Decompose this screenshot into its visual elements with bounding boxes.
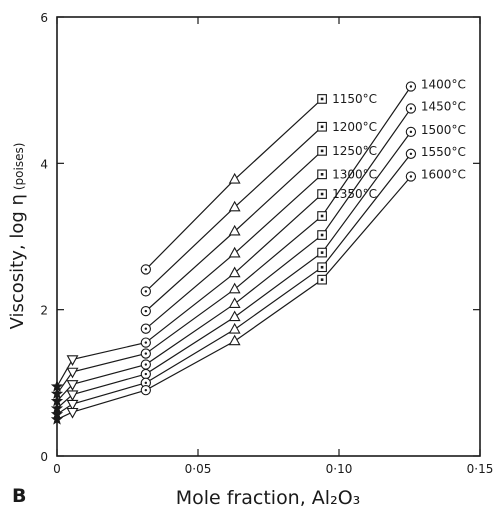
data-markers xyxy=(50,81,417,425)
triangle-down-marker xyxy=(66,390,79,402)
x-axis-title: Mole fraction, Al₂O₃ xyxy=(176,487,361,509)
circle-marker-dot xyxy=(409,107,413,110)
series-line xyxy=(56,108,412,402)
square-marker-dot xyxy=(320,149,324,153)
circle-marker-dot xyxy=(144,327,148,330)
circle-marker-dot xyxy=(409,85,413,88)
series-line xyxy=(145,98,323,270)
axis-ticks: 0 0·05 0·10 0·15 0 2 4 6 xyxy=(40,11,493,476)
x-tick-label: 0·15 xyxy=(467,462,494,476)
triangle-up-marker xyxy=(228,224,241,236)
series-label: 1150°C xyxy=(332,92,377,106)
square-marker-dot xyxy=(320,251,324,254)
series-line xyxy=(56,86,412,395)
triangle-up-marker xyxy=(228,297,241,308)
y-tick-label: 2 xyxy=(40,304,48,318)
series-label: 1250°C xyxy=(332,144,377,158)
triangle-down-marker xyxy=(66,399,79,411)
series-label: 1200°C xyxy=(332,120,377,134)
square-marker-dot xyxy=(320,173,324,176)
triangle-up-marker xyxy=(228,282,241,294)
triangle-up-marker xyxy=(228,200,241,212)
series-line xyxy=(56,193,323,387)
triangle-up-marker xyxy=(228,310,241,322)
triangle-up-marker xyxy=(228,266,241,278)
triangle-down-marker xyxy=(66,380,79,391)
series-line xyxy=(56,131,412,409)
y-tick-label: 0 xyxy=(40,450,48,464)
square-marker-dot xyxy=(320,214,324,218)
circle-marker-dot xyxy=(144,290,148,293)
square-marker-dot xyxy=(320,233,324,237)
panel-label: B xyxy=(12,485,26,507)
circle-marker-dot xyxy=(144,352,148,355)
circle-marker-dot xyxy=(409,152,413,156)
square-marker-dot xyxy=(320,125,324,129)
triangle-up-marker xyxy=(228,172,241,184)
square-marker-dot xyxy=(320,97,324,101)
y-tick-label: 6 xyxy=(40,11,48,25)
circle-marker-dot xyxy=(144,388,148,392)
x-axis-label: Mole fraction, Al₂O₃ xyxy=(176,487,361,509)
triangle-up-marker xyxy=(228,246,241,258)
series-label: 1350°C xyxy=(332,187,377,201)
circle-marker-dot xyxy=(144,309,148,313)
circle-marker-dot xyxy=(144,363,148,366)
series-label: 1550°C xyxy=(421,145,466,159)
y-axis-unit: (poises) xyxy=(12,143,26,191)
triangle-down-marker xyxy=(66,407,79,419)
series-label: 1300°C xyxy=(332,167,377,181)
series-label: 1450°C xyxy=(421,99,466,113)
plot-frame xyxy=(56,16,481,457)
circle-marker-dot xyxy=(409,130,413,134)
triangle-down-marker xyxy=(66,355,79,366)
series-line xyxy=(56,176,412,420)
series-labels: 1150°C 1200°C 1250°C 1300°C 1350°C 1400°C 1450… xyxy=(332,78,466,202)
y-axis-title: Viscosity, log η (poises) xyxy=(7,143,28,330)
circle-marker-dot xyxy=(144,268,148,271)
x-tick-label: 0 xyxy=(53,462,61,476)
circle-marker-dot xyxy=(144,341,148,344)
circle-marker-dot xyxy=(144,372,148,376)
star-marker xyxy=(50,412,64,425)
triangle-down-marker xyxy=(66,367,79,379)
series-label: 1500°C xyxy=(421,123,466,137)
triangle-up-marker xyxy=(228,322,241,334)
circle-marker-dot xyxy=(144,381,148,385)
triangle-up-marker xyxy=(228,334,241,346)
y-tick-label: 4 xyxy=(40,157,48,171)
square-marker-dot xyxy=(320,192,324,196)
series-label: 1400°C xyxy=(421,78,466,92)
y-axis-label: Viscosity, log η xyxy=(7,194,28,329)
square-marker-dot xyxy=(320,278,324,281)
square-marker-dot xyxy=(320,265,324,269)
x-tick-label: 0·10 xyxy=(326,462,353,476)
x-tick-label: 0·05 xyxy=(185,462,212,476)
circle-marker-dot xyxy=(409,175,413,178)
series-label: 1600°C xyxy=(421,168,466,182)
